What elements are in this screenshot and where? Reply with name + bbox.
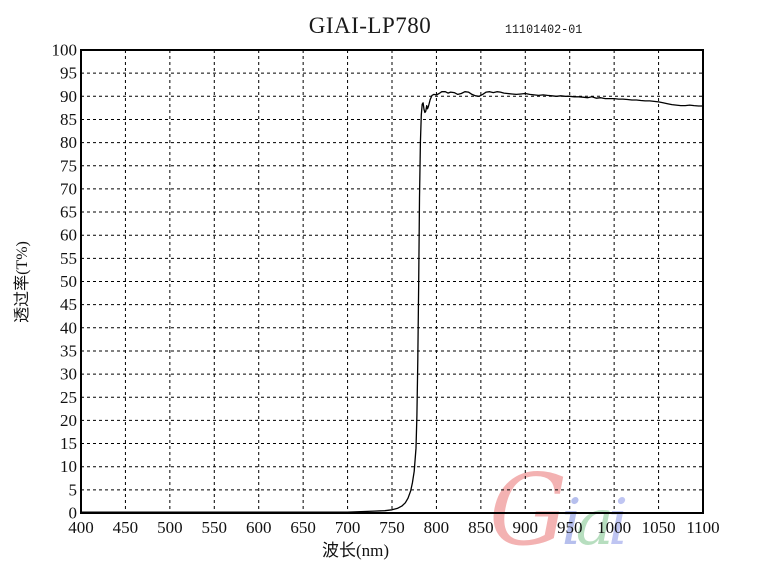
transmittance-curve	[80, 91, 704, 513]
y-tick-label: 100	[52, 41, 78, 60]
y-tick-label: 90	[60, 87, 77, 106]
y-tick-label: 0	[69, 504, 78, 523]
y-tick-label: 5	[69, 480, 78, 499]
x-tick-label: 850	[468, 518, 494, 537]
y-tick-label: 95	[60, 64, 77, 83]
x-tick-label: 950	[557, 518, 583, 537]
y-tick-label: 60	[60, 226, 77, 245]
y-tick-label: 45	[60, 295, 77, 314]
y-tick-label: 75	[60, 156, 77, 175]
y-tick-label: 40	[60, 318, 77, 337]
x-tick-label: 750	[379, 518, 405, 537]
y-tick-label: 65	[60, 203, 77, 222]
x-tick-label: 400	[68, 518, 94, 537]
y-axis-title: 透过率(T%)	[14, 241, 31, 323]
y-tick-label: 50	[60, 272, 77, 291]
y-tick-label: 15	[60, 434, 77, 453]
x-tick-label: 550	[202, 518, 228, 537]
x-tick-label: 700	[335, 518, 361, 537]
x-tick-label: 600	[246, 518, 272, 537]
x-tick-label: 1100	[686, 518, 719, 537]
x-tick-label: 500	[157, 518, 183, 537]
document-number: 11101402-01	[505, 22, 583, 37]
y-tick-label: 35	[60, 341, 77, 360]
x-tick-label: 650	[290, 518, 316, 537]
y-tick-label: 10	[60, 457, 77, 476]
y-tick-label: 20	[60, 411, 77, 430]
y-tick-label: 80	[60, 133, 77, 152]
x-tick-label: 450	[113, 518, 139, 537]
y-tick-label: 70	[60, 179, 77, 198]
y-tick-label: 85	[60, 110, 77, 129]
y-tick-label: 25	[60, 388, 77, 407]
x-tick-label: 1000	[597, 518, 631, 537]
y-tick-label: 30	[60, 365, 77, 384]
x-tick-label: 900	[513, 518, 539, 537]
chart-title: GIAI-LP780	[308, 13, 432, 38]
x-tick-label: 1050	[642, 518, 676, 537]
y-tick-label: 55	[60, 249, 77, 268]
x-axis-title: 波长(nm)	[321, 541, 390, 560]
plot-frame	[80, 49, 704, 514]
x-tick-label: 800	[424, 518, 450, 537]
